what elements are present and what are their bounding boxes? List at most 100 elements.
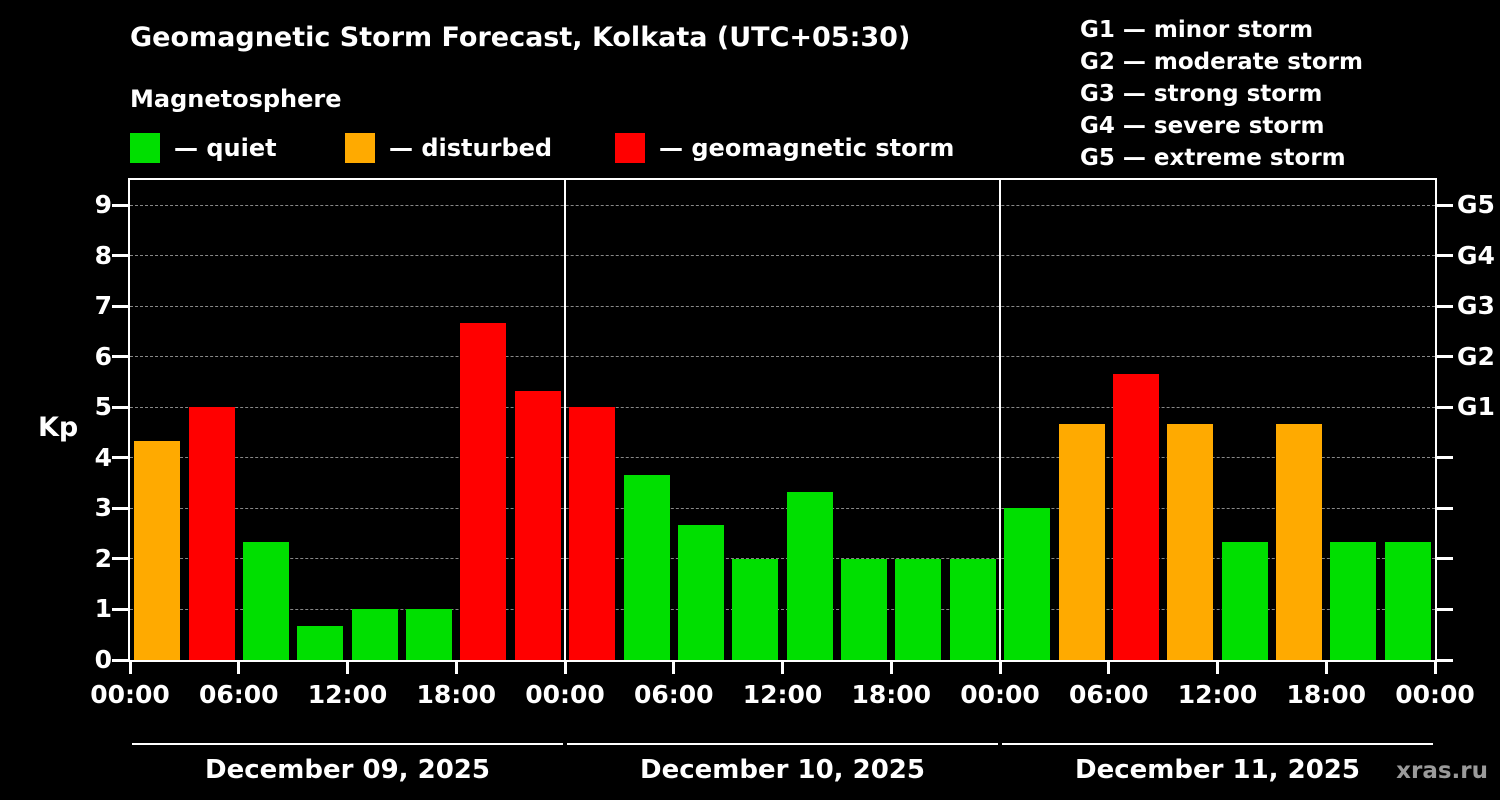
legend-item-storm: — geomagnetic storm [615, 133, 954, 163]
chart-title: Geomagnetic Storm Forecast, Kolkata (UTC… [130, 22, 911, 53]
gridline-kp-6 [130, 356, 1435, 358]
gridline-kp-4 [130, 457, 1435, 459]
g-scale-legend: G1 — minor storm G2 — moderate storm G3 — … [1080, 14, 1363, 174]
y-tick-label: 9 [94, 190, 112, 220]
y-tick-left [112, 557, 128, 561]
legend-label: — disturbed [389, 134, 553, 162]
legend-label: — quiet [174, 134, 277, 162]
y-tick-right [1437, 355, 1453, 359]
x-tick-label: 18:00 [416, 680, 497, 709]
kp-bar [188, 407, 235, 660]
kp-bar [841, 558, 888, 660]
g-axis-label-g2: G2 [1457, 341, 1495, 371]
kp-bar [786, 491, 833, 660]
kp-bar [1276, 424, 1323, 660]
kp-bar [1330, 542, 1377, 660]
y-tick-right [1437, 203, 1453, 207]
y-tick-left [112, 304, 128, 308]
y-tick-label: 6 [94, 341, 112, 371]
x-tick [889, 660, 893, 674]
gridline-kp-8 [130, 255, 1435, 257]
kp-bar [1004, 508, 1051, 660]
x-tick-label: 12:00 [307, 680, 388, 709]
y-tick-label: 2 [94, 543, 112, 573]
y-tick-left [112, 658, 128, 662]
disturbed-swatch [345, 133, 375, 163]
kp-bar [297, 626, 344, 660]
legend-item-quiet: — quiet [130, 133, 277, 163]
y-tick-right [1437, 557, 1453, 561]
kp-bar [732, 558, 779, 660]
x-tick-label: 00:00 [960, 680, 1040, 709]
y-tick-label: 0 [94, 645, 112, 674]
kp-bar [1112, 373, 1159, 660]
quiet-swatch [130, 133, 160, 163]
day-date-label: December 09, 2025 [205, 755, 490, 785]
kp-bar [134, 441, 181, 660]
x-tick [1216, 660, 1219, 674]
y-tick-left [112, 456, 128, 460]
y-tick-left [112, 254, 128, 258]
kp-bar [623, 474, 670, 660]
y-tick-left [112, 355, 128, 359]
y-tick-right [1437, 607, 1453, 611]
x-tick [563, 660, 567, 674]
y-tick-left [112, 405, 128, 409]
g-axis-label-g1: G1 [1457, 392, 1495, 422]
x-tick [781, 660, 784, 674]
day-date-label: December 10, 2025 [640, 755, 925, 785]
watermark: xras.ru [1396, 758, 1488, 784]
y-tick-right [1437, 506, 1453, 510]
g-scale-item-1: G1 — minor storm [1080, 17, 1314, 43]
kp-bar [677, 525, 724, 660]
g-scale-item-4: G4 — severe storm [1080, 113, 1325, 139]
legend-label: — geomagnetic storm [659, 134, 955, 162]
kp-bar [242, 542, 289, 660]
x-tick-label: 06:00 [1068, 680, 1149, 709]
y-tick-label: 3 [94, 493, 112, 523]
kp-bar [1167, 424, 1214, 660]
kp-bar [895, 558, 942, 660]
x-tick [1107, 660, 1111, 674]
x-tick-label: 00:00 [90, 680, 170, 709]
kp-bar [460, 323, 507, 660]
y-tick-right [1437, 658, 1453, 662]
g-scale-item-5: G5 — extreme storm [1080, 145, 1346, 171]
kp-bar [949, 558, 996, 660]
y-tick-left [112, 607, 128, 611]
magnetosphere-label: Magnetosphere [130, 85, 342, 113]
g-scale-item-3: G3 — strong storm [1080, 81, 1323, 107]
kp-bar [569, 407, 616, 660]
y-tick-right [1437, 304, 1453, 308]
kp-bar [1221, 542, 1268, 660]
y-tick-right [1437, 254, 1453, 258]
y-tick-left [112, 506, 128, 510]
x-tick-label: 12:00 [1177, 680, 1258, 709]
day-date-label: December 11, 2025 [1075, 755, 1360, 785]
x-tick-label: 00:00 [525, 680, 605, 709]
y-tick-right [1437, 456, 1453, 460]
x-tick [454, 660, 458, 674]
x-tick [1324, 660, 1328, 674]
kp-bar [351, 609, 398, 660]
day-bracket [132, 743, 563, 745]
day-bracket [1002, 743, 1433, 745]
x-tick-label: 00:00 [1395, 680, 1475, 709]
x-tick-label: 18:00 [851, 680, 932, 709]
g-axis-label-g5: G5 [1457, 190, 1495, 220]
day-separator [999, 180, 1001, 660]
y-tick-label: 7 [94, 291, 112, 321]
x-tick-label: 12:00 [742, 680, 823, 709]
x-tick-label: 06:00 [198, 680, 279, 709]
x-tick-label: 06:00 [633, 680, 714, 709]
storm-swatch [615, 133, 645, 163]
x-tick [1433, 660, 1437, 674]
g-scale-item-2: G2 — moderate storm [1080, 49, 1363, 75]
y-tick-label: 4 [94, 442, 112, 472]
x-tick [672, 660, 676, 674]
x-tick-label: 18:00 [1286, 680, 1367, 709]
day-separator [564, 180, 566, 660]
kp-bar [1384, 542, 1431, 660]
g-axis-label-g3: G3 [1457, 291, 1495, 321]
x-tick [237, 660, 241, 674]
